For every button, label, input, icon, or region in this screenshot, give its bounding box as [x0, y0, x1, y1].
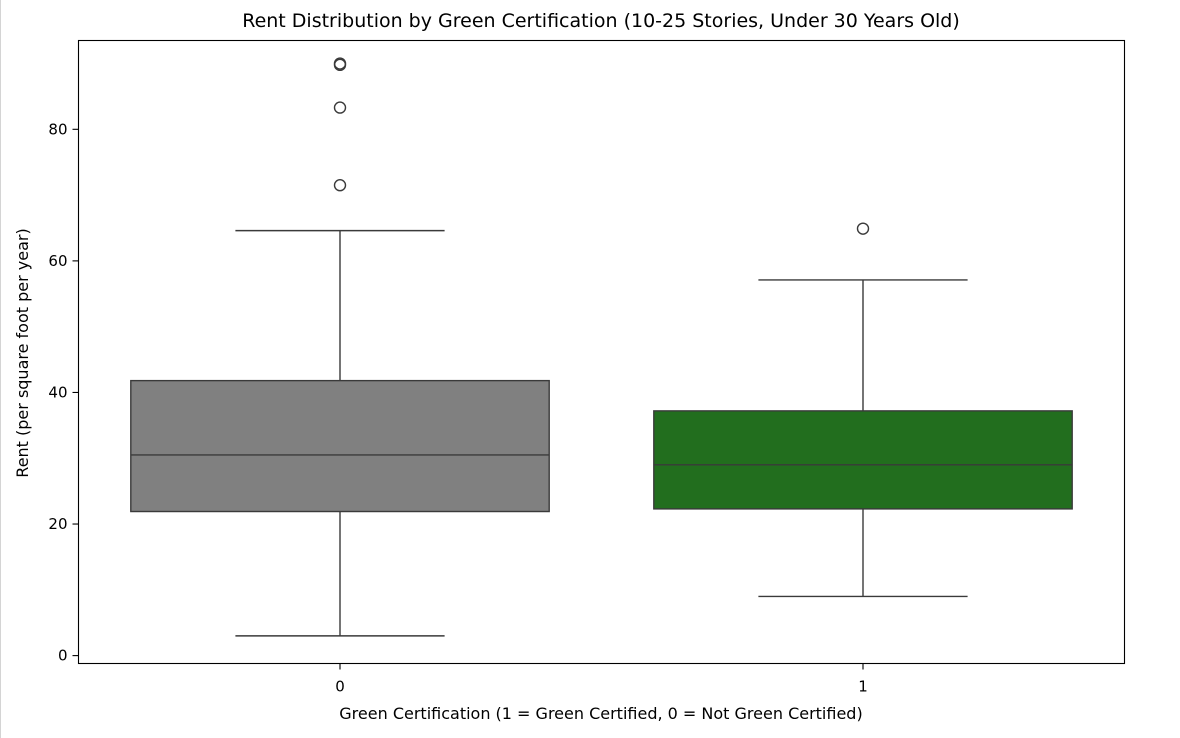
x-tick-label: 0 [335, 678, 345, 696]
x-axis-label: Green Certification (1 = Green Certified… [339, 704, 862, 723]
plot-area [130, 57, 1073, 637]
box-group-0 [130, 57, 550, 637]
outlier-point [856, 222, 870, 235]
box-group-1 [653, 222, 1073, 598]
x-tick-label: 1 [858, 678, 868, 696]
y-tick-label: 60 [48, 252, 67, 270]
chart-title: Rent Distribution by Green Certification… [242, 10, 960, 32]
outlier-point [333, 57, 347, 70]
box-body [653, 410, 1073, 510]
y-tick-label: 40 [48, 383, 67, 401]
y-tick-label: 20 [48, 515, 67, 533]
plot-frame [77, 39, 1126, 665]
y-axis: 0 20 40 60 80 [48, 120, 79, 665]
outlier-point [333, 179, 347, 192]
outlier-point [333, 101, 347, 114]
y-axis-label: Rent (per square foot per year) [13, 228, 32, 477]
frame-left-border [0, 0, 1, 738]
y-tick-label: 0 [58, 647, 68, 665]
y-tick-label: 80 [48, 120, 67, 138]
box-body [130, 379, 550, 513]
